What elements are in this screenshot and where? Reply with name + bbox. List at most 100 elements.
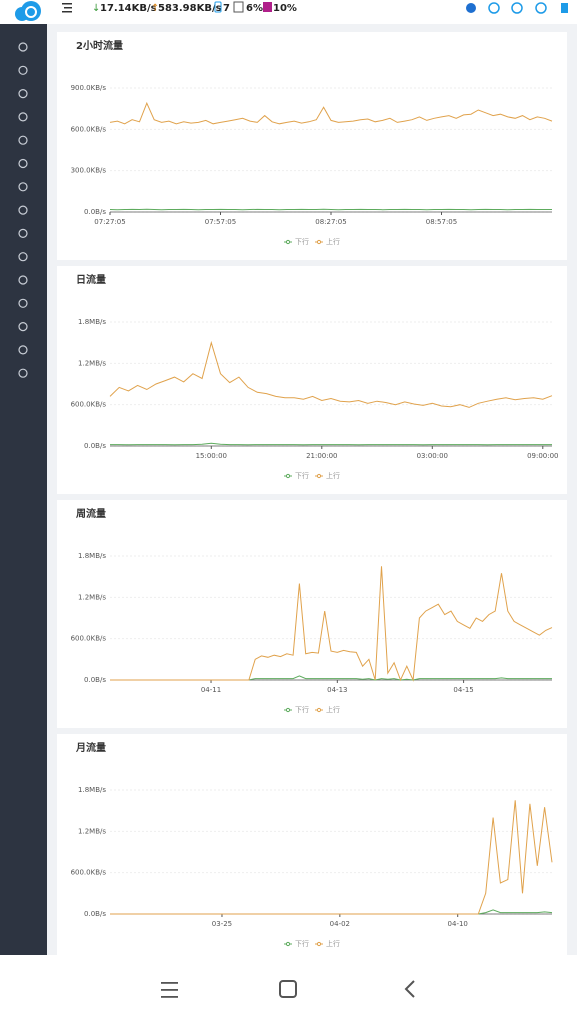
y-tick-label: 1.2MB/s — [78, 827, 106, 835]
y-tick-label: 900.0KB/s — [71, 84, 107, 92]
device-icon — [214, 1, 222, 13]
menu-icon[interactable] — [18, 158, 28, 169]
legend-swatch — [285, 239, 291, 245]
menu-icon[interactable] — [18, 88, 28, 99]
y-tick-label: 1.8MB/s — [78, 318, 106, 326]
menu-icon[interactable] — [18, 275, 28, 285]
chart-title: 周流量 — [76, 507, 106, 520]
x-tick-label: 15:00:00 — [196, 452, 227, 460]
device-count: 7 — [223, 3, 230, 14]
nav-back[interactable] — [404, 980, 415, 998]
menu-icon[interactable] — [18, 135, 28, 145]
y-tick-label: 0.0B/s — [84, 442, 106, 450]
series-line — [110, 442, 552, 446]
nav-home[interactable] — [279, 980, 297, 998]
legend-swatch — [285, 473, 291, 479]
y-tick-label: 300.0KB/s — [71, 167, 107, 175]
menu-icon[interactable] — [18, 322, 28, 332]
legend-label[interactable]: 上行 — [326, 705, 340, 714]
up-arrow: ↑ — [151, 3, 159, 14]
x-tick-label: 04-11 — [201, 686, 221, 694]
x-tick-label: 04-15 — [453, 686, 473, 694]
mem-icon — [263, 2, 272, 12]
legend-swatch — [285, 941, 291, 947]
chart-card — [57, 734, 567, 962]
series-line — [109, 101, 553, 125]
settings-icon[interactable] — [535, 2, 547, 14]
topbar — [0, 0, 577, 24]
y-tick-label: 1.8MB/s — [78, 552, 106, 560]
menu-icon[interactable] — [18, 205, 28, 215]
menu-icon[interactable] — [18, 42, 28, 52]
x-tick-label: 08:27:05 — [315, 218, 346, 226]
nav-menu[interactable] — [161, 982, 178, 998]
cpu-icon — [233, 1, 244, 13]
y-tick-label: 0.0B/s — [84, 910, 106, 918]
x-tick-label: 03-25 — [212, 920, 232, 928]
menu-icon[interactable] — [18, 182, 28, 192]
y-tick-label: 0.0B/s — [84, 676, 106, 684]
x-tick-label: 04-13 — [327, 686, 347, 694]
cpu: 6% — [246, 3, 263, 14]
chart-title: 日流量 — [76, 273, 106, 286]
legend-swatch — [316, 239, 322, 245]
menu-icon[interactable] — [18, 112, 28, 122]
legend-label[interactable]: 上行 — [326, 471, 340, 480]
legend-label[interactable]: 下行 — [295, 471, 309, 480]
menu-icon[interactable] — [18, 252, 28, 262]
chart-card — [57, 500, 567, 728]
series-line — [109, 208, 552, 211]
legend-label[interactable]: 上行 — [326, 237, 340, 246]
x-tick-label: 04-02 — [330, 920, 350, 928]
y-tick-label: 600.0KB/s — [71, 869, 107, 877]
up-speed: 583.98KB/s — [158, 3, 222, 14]
legend-label[interactable]: 上行 — [326, 939, 340, 948]
x-tick-label: 03:00:00 — [417, 452, 448, 460]
x-tick-label: 07:27:05 — [94, 218, 125, 226]
series-line — [110, 800, 553, 915]
mem: 10% — [273, 3, 297, 14]
chart-card — [57, 266, 567, 494]
legend-swatch — [316, 473, 322, 479]
x-tick-label: 04-10 — [448, 920, 468, 928]
y-tick-label: 1.2MB/s — [78, 359, 106, 367]
legend-swatch — [316, 941, 322, 947]
y-tick-label: 1.8MB/s — [78, 786, 106, 794]
series-line — [110, 566, 553, 682]
y-tick-label: 600.0KB/s — [71, 401, 107, 409]
down-arrow: ↓ — [92, 3, 100, 14]
chart-title: 2小时流量 — [76, 39, 123, 52]
chart-title: 月流量 — [75, 741, 106, 754]
menu-icon[interactable] — [18, 345, 28, 355]
language-icon[interactable] — [488, 2, 500, 14]
logout-icon[interactable] — [561, 3, 568, 13]
theme-icon[interactable] — [466, 3, 476, 13]
nav-bar — [0, 955, 577, 1024]
menu-icon[interactable] — [18, 65, 28, 75]
x-tick-label: 21:00:00 — [306, 452, 337, 460]
chart-card — [57, 32, 567, 260]
legend-label[interactable]: 下行 — [295, 705, 309, 714]
series-line — [109, 340, 553, 408]
cloud-icon[interactable] — [511, 2, 523, 14]
menu-icon[interactable] — [18, 368, 28, 378]
menu-icon[interactable] — [18, 228, 28, 238]
y-tick-label: 600.0KB/s — [71, 125, 107, 133]
y-tick-label: 0.0B/s — [84, 208, 106, 216]
down-speed: 17.14KB/s — [100, 3, 157, 14]
legend-swatch — [316, 707, 322, 713]
legend-swatch — [285, 707, 291, 713]
legend-label[interactable]: 下行 — [295, 237, 309, 246]
legend-label[interactable]: 下行 — [295, 939, 309, 948]
sidebar — [0, 0, 47, 955]
logo-mark — [25, 6, 37, 18]
y-tick-label: 600.0KB/s — [71, 635, 107, 643]
menu-toggle[interactable] — [62, 3, 72, 13]
y-tick-label: 1.2MB/s — [78, 593, 106, 601]
menu-icon[interactable] — [18, 298, 28, 308]
x-tick-label: 08:57:05 — [426, 218, 457, 226]
x-tick-label: 09:00:00 — [527, 452, 558, 460]
x-tick-label: 07:57:05 — [205, 218, 236, 226]
